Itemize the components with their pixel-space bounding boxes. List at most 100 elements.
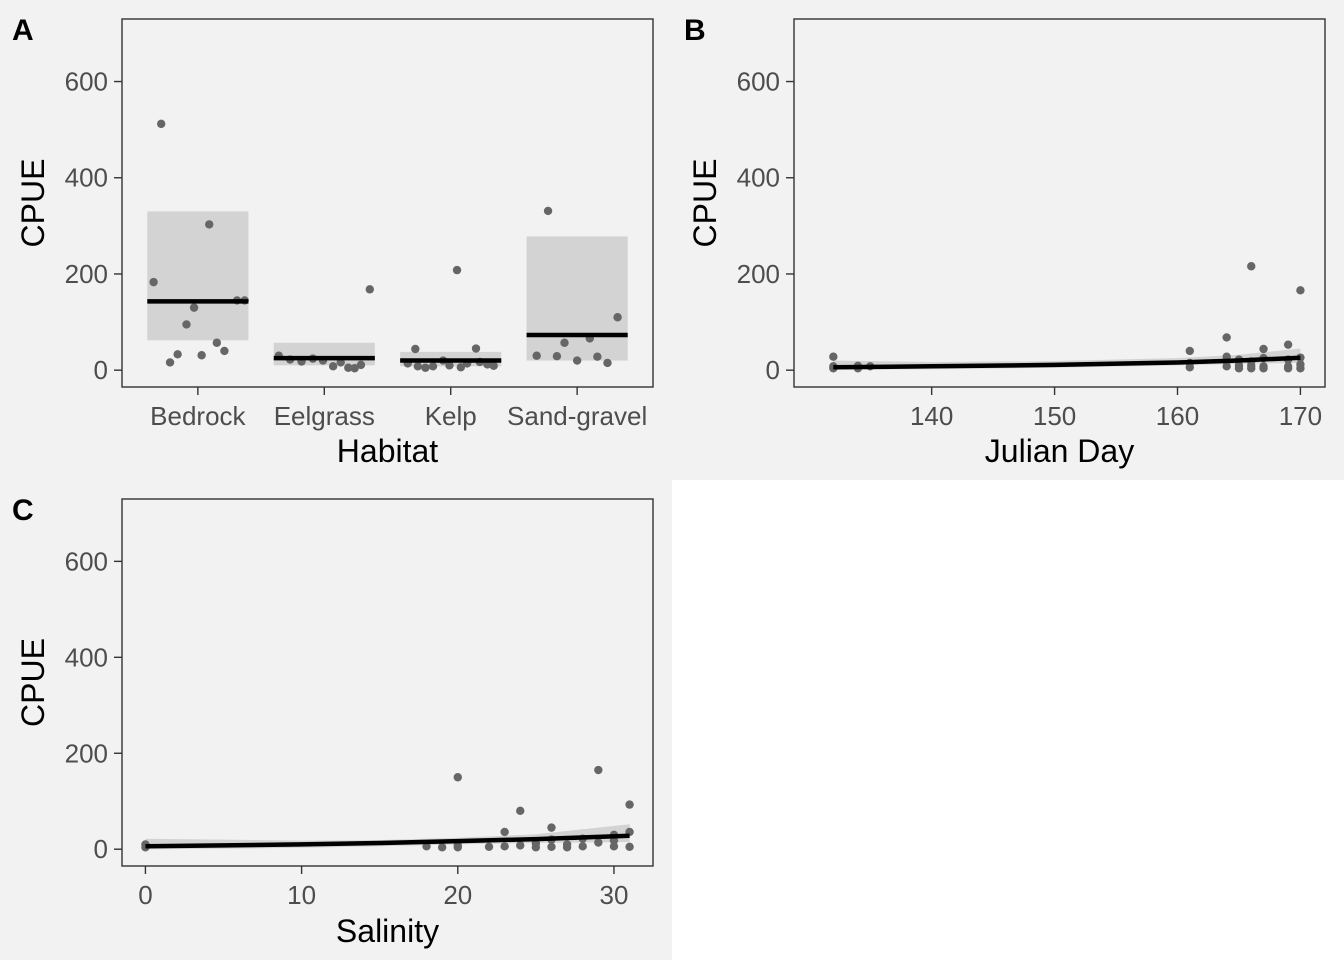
plot-content [141,765,634,852]
x-tick-label: 10 [287,880,316,910]
chart-b: 0 200 400 600 140 150 160 170 Julian Day CPUE B [684,14,1326,469]
plot-frame [793,18,1326,388]
x-tick-label: 150 [1033,401,1076,431]
data-point [516,841,525,850]
data-point [1283,364,1293,373]
panel-tag: B [684,14,706,47]
data-point [603,358,612,368]
data-point [1222,362,1231,371]
plot-area [794,19,1325,387]
y-tick-label: 0 [94,834,108,864]
data-point [437,843,447,852]
data-point [452,265,462,275]
plot-frame [121,498,654,867]
data-point [350,364,359,373]
data-point [413,362,423,371]
y-tick-label: 400 [737,163,780,193]
y-tick-label: 200 [737,259,780,289]
x-tick-label: 160 [1156,401,1199,431]
data-point [609,842,619,851]
data-point [212,338,222,347]
data-point [453,773,462,782]
x-tick-label: Kelp [425,401,477,431]
data-point [1296,364,1305,373]
ci-box-sand-gravel [526,236,628,361]
data-point [1296,286,1305,295]
data-point [593,352,602,361]
data-point [594,765,603,775]
x-tick-label: 140 [910,401,953,431]
data-point [411,344,420,354]
data-point [1185,363,1194,372]
data-point [453,843,462,852]
data-point [165,358,175,367]
x-tick-label: 0 [138,880,152,910]
data-point [1222,333,1231,342]
y-axis-title: CPUE [15,159,51,248]
data-point [220,346,229,356]
data-point [356,360,366,370]
data-point [613,313,622,322]
chart-a: 0 200 400 600 Bedrock Eelgrass Kelp Sand-gravel… [12,14,654,469]
data-point [829,352,838,361]
data-point [428,362,438,371]
data-point [197,351,206,360]
data-point [547,823,556,832]
y-tick-label: 600 [65,546,108,576]
fit-line [833,355,1301,370]
y-tick-label: 0 [766,355,780,385]
data-point [205,220,214,229]
data-point [156,119,166,129]
data-point [594,838,603,847]
y-tick-label: 400 [65,163,108,193]
data-point [421,363,430,372]
y-axis-title: CPUE [15,638,51,727]
data-point [471,344,481,353]
x-axis-title: Habitat [337,433,439,469]
x-tick-label: Eelgrass [274,401,375,431]
y-tick-label: 400 [65,642,108,672]
data-point [182,320,191,329]
data-point [489,361,498,371]
panel-tag: A [12,14,34,47]
data-point [1185,346,1194,356]
data-point [500,827,509,837]
data-point [543,206,553,216]
data-point [552,352,562,361]
data-point [1259,344,1268,354]
chart-c: 0 200 400 600 0 10 20 30 Salinity CPUE C [12,494,654,949]
x-tick-label: Sand-gravel [507,401,647,431]
data-point [625,800,634,809]
plot-content [829,262,1305,373]
data-point [445,361,454,370]
data-point [562,843,572,852]
data-point [484,842,494,852]
plot-area [122,499,653,866]
x-tick-label: Bedrock [150,401,246,431]
y-tick-label: 600 [737,67,780,97]
data-point [1234,364,1244,373]
y-tick-label: 0 [94,355,108,385]
data-point [532,351,541,360]
x-tick-label: 20 [443,880,472,910]
fit-line [145,833,630,849]
data-point [516,806,525,816]
data-point [149,277,158,287]
x-axis-title: Julian Day [985,433,1134,469]
plot-frame [121,18,654,388]
data-point [328,362,338,371]
x-tick-label: 30 [599,880,628,910]
data-point [531,843,541,852]
y-tick-label: 200 [65,259,108,289]
data-point [422,842,431,851]
data-point [173,350,182,359]
data-point [578,842,587,851]
data-point [560,338,569,347]
ci-box-bedrock [147,211,249,341]
data-point [365,285,374,294]
data-point [1283,340,1293,349]
x-axis-title: Salinity [336,913,439,949]
y-tick-label: 200 [65,738,108,768]
data-point [1247,262,1256,271]
